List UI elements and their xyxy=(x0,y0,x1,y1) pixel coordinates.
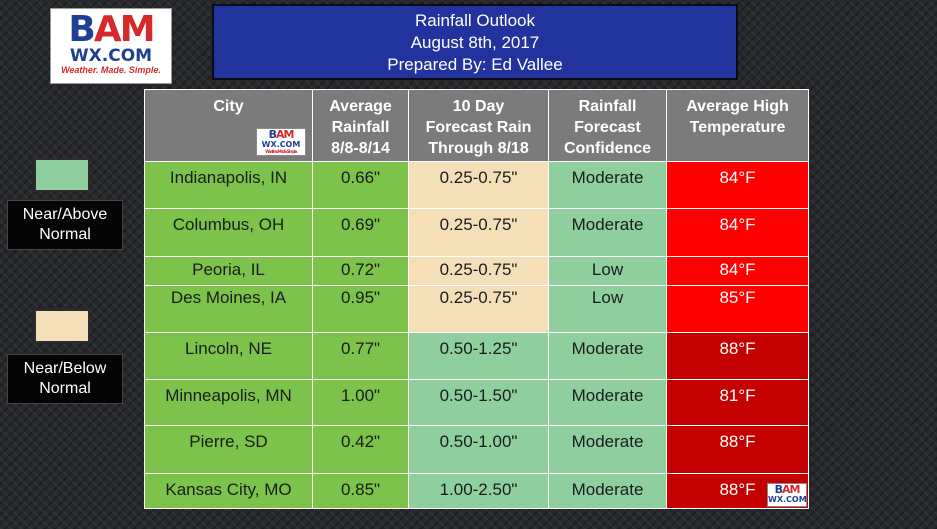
table-row: Des Moines, IA 0.95" 0.25-0.75" Low 85°F xyxy=(144,285,809,333)
forecast-rain-cell: 0.50-1.00" xyxy=(408,425,549,474)
table-row: Kansas City, MO 0.85" 1.00-2.50" Moderat… xyxy=(144,473,809,509)
avg-rainfall-cell: 0.85" xyxy=(312,473,409,509)
confidence-cell: Moderate xyxy=(548,473,667,509)
confidence-cell: Moderate xyxy=(548,425,667,474)
temperature-cell: 84°F xyxy=(666,208,809,257)
header-city: City BAM WX.COM Weather. Made. Simple. xyxy=(144,89,313,162)
table-row: Columbus, OH 0.69" 0.25-0.75" Moderate 8… xyxy=(144,208,809,257)
table-row: Lincoln, NE 0.77" 0.50-1.25" Moderate 88… xyxy=(144,332,809,380)
table-row: Indianapolis, IN 0.66" 0.25-0.75" Modera… xyxy=(144,161,809,209)
header-avg-rainfall: Average Rainfall 8/8-8/14 xyxy=(312,89,409,162)
city-cell: Kansas City, MO xyxy=(144,473,313,509)
forecast-rain-cell: 0.50-1.25" xyxy=(408,332,549,380)
temperature-cell: 88°F xyxy=(666,425,809,474)
logo-tagline: Weather. Made. Simple. xyxy=(61,65,161,75)
confidence-cell: Moderate xyxy=(548,208,667,257)
city-cell: Columbus, OH xyxy=(144,208,313,257)
temperature-value: 88°F xyxy=(719,480,756,499)
forecast-rain-cell: 1.00-2.50" xyxy=(408,473,549,509)
header-logo: BAM WX.COM Weather. Made. Simple. xyxy=(256,128,306,156)
title-banner: Rainfall Outlook August 8th, 2017 Prepar… xyxy=(212,4,738,80)
table-row: Minneapolis, MN 1.00" 0.50-1.50" Moderat… xyxy=(144,379,809,426)
temperature-cell: 84°F xyxy=(666,161,809,209)
forecast-rain-cell: 0.25-0.75" xyxy=(408,285,549,333)
legend-swatch-below xyxy=(34,309,90,343)
city-cell: Indianapolis, IN xyxy=(144,161,313,209)
table-row: Peoria, IL 0.72" 0.25-0.75" Low 84°F xyxy=(144,256,809,286)
title-line-1: Rainfall Outlook xyxy=(414,11,535,30)
corner-logo: BAM WX.COM xyxy=(767,483,807,507)
avg-rainfall-cell: 0.69" xyxy=(312,208,409,257)
table-row: Pierre, SD 0.42" 0.50-1.00" Moderate 88°… xyxy=(144,425,809,474)
avg-rainfall-cell: 0.42" xyxy=(312,425,409,474)
bam-logo: BAM WX.COM Weather. Made. Simple. xyxy=(50,8,172,84)
city-cell: Des Moines, IA xyxy=(144,285,313,333)
legend-label-above: Near/Above Normal xyxy=(7,200,123,250)
confidence-cell: Low xyxy=(548,256,667,286)
avg-rainfall-cell: 0.72" xyxy=(312,256,409,286)
city-cell: Pierre, SD xyxy=(144,425,313,474)
legend-swatch-above xyxy=(34,158,90,192)
temperature-cell: 84°F xyxy=(666,256,809,286)
city-cell: Peoria, IL xyxy=(144,256,313,286)
avg-rainfall-cell: 1.00" xyxy=(312,379,409,426)
legend-label-below: Near/Below Normal xyxy=(7,354,123,404)
header-forecast-rain: 10 Day Forecast Rain Through 8/18 xyxy=(408,89,549,162)
forecast-rain-cell: 0.50-1.50" xyxy=(408,379,549,426)
forecast-rain-cell: 0.25-0.75" xyxy=(408,208,549,257)
temperature-cell: 81°F xyxy=(666,379,809,426)
avg-rainfall-cell: 0.66" xyxy=(312,161,409,209)
rainfall-table: City BAM WX.COM Weather. Made. Simple. Ave… xyxy=(144,89,809,509)
city-cell: Lincoln, NE xyxy=(144,332,313,380)
logo-domain: WX.COM xyxy=(69,46,153,66)
header-confidence: Rainfall Forecast Confidence xyxy=(548,89,667,162)
header-temperature: Average High Temperature xyxy=(666,89,809,162)
confidence-cell: Moderate xyxy=(548,332,667,380)
logo-wordmark: BAM xyxy=(68,9,155,50)
city-cell: Minneapolis, MN xyxy=(144,379,313,426)
table-header-row: City BAM WX.COM Weather. Made. Simple. Ave… xyxy=(144,89,809,162)
forecast-rain-cell: 0.25-0.75" xyxy=(408,256,549,286)
confidence-cell: Low xyxy=(548,285,667,333)
title-line-2: August 8th, 2017 xyxy=(410,33,540,52)
forecast-rain-cell: 0.25-0.75" xyxy=(408,161,549,209)
temperature-cell: 85°F xyxy=(666,285,809,333)
avg-rainfall-cell: 0.77" xyxy=(312,332,409,380)
confidence-cell: Moderate xyxy=(548,161,667,209)
confidence-cell: Moderate xyxy=(548,379,667,426)
avg-rainfall-cell: 0.95" xyxy=(312,285,409,333)
title-line-3: Prepared By: Ed Vallee xyxy=(387,55,563,74)
temperature-cell: 88°F xyxy=(666,332,809,380)
temperature-cell: 88°F BAM WX.COM xyxy=(666,473,809,509)
